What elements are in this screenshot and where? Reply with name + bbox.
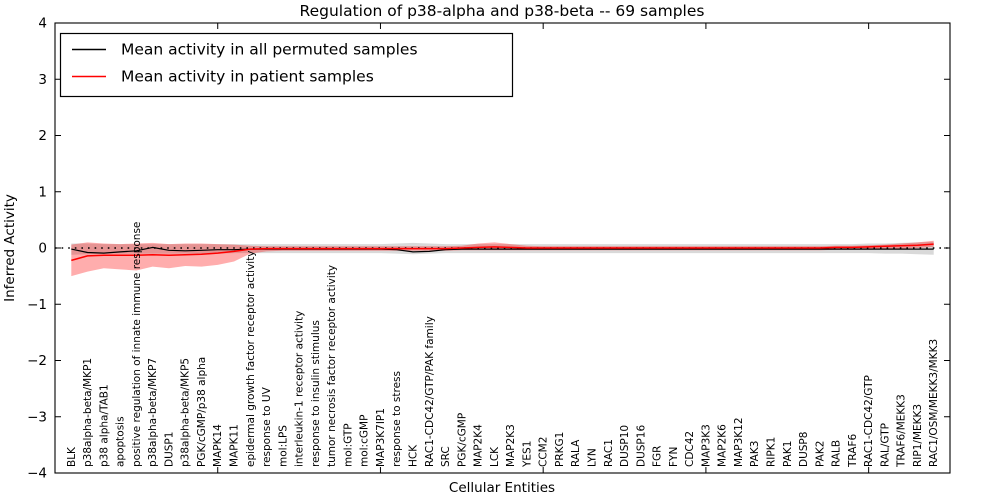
x-category-label: CCM2 [538, 437, 550, 467]
x-category-label: RAL/GTP [879, 423, 891, 467]
legend-label-permuted: Mean activity in all permuted samples [121, 41, 418, 59]
x-category-label: RAC1-CDC42/GTP [863, 375, 875, 467]
x-category-label: tumor necrosis factor receptor activity [326, 265, 338, 467]
x-category-label: p38 alpha/TAB1 [98, 384, 110, 467]
series-line-0 [71, 246, 934, 254]
x-category-label: PAK1 [782, 441, 794, 467]
x-category-label: HCK [408, 444, 420, 467]
y-tick-label: −1 [27, 297, 47, 313]
y-tick-label: 3 [38, 72, 47, 88]
x-category-label: FGR [652, 446, 664, 467]
x-category-label: MAPK14 [212, 424, 224, 467]
series-line-1 [71, 243, 934, 262]
x-axis-label: Cellular Entities [449, 480, 555, 496]
x-category-label: DUSP8 [798, 432, 810, 467]
x-category-label: epidermal growth factor receptor activit… [245, 250, 257, 467]
x-category-label: MAP2K4 [473, 424, 485, 467]
x-category-label: PAK3 [749, 441, 761, 467]
x-category-label: MAP2K3 [505, 424, 517, 467]
x-category-label: RAC1 [603, 439, 615, 467]
legend-label-patient: Mean activity in patient samples [121, 68, 374, 86]
x-category-label: apoptosis [115, 416, 127, 467]
x-category-label: LCK [489, 446, 501, 467]
x-category-label: DUSP16 [635, 425, 647, 467]
x-category-label: DUSP1 [163, 432, 175, 467]
band-permuted-samples-spread [71, 241, 934, 255]
x-category-label: PGK/cGMP [456, 413, 468, 467]
y-tick-label: −2 [27, 353, 47, 369]
x-category-label: CDC42 [684, 431, 696, 467]
x-category-label: SRC [440, 446, 452, 467]
x-category-label: TRAF6 [847, 433, 859, 468]
x-category-label: mol:cGMP [359, 415, 371, 467]
x-category-label: mol:GTP [342, 423, 354, 467]
plot-area: BLK p38alpha-beta/MKP1 p38 alpha/TAB1 apopt… [27, 16, 951, 482]
x-category-label: PGK/cGMP/p38 alpha [196, 357, 208, 467]
x-category-label: MAP3K3 [700, 424, 712, 467]
x-category-label: p38alpha-beta/MKP1 [82, 358, 94, 467]
x-category-label: RALB [831, 440, 843, 467]
x-category-label: RALA [570, 439, 582, 467]
y-tick-label: 4 [38, 16, 47, 32]
x-category-label: mol:LPS [277, 425, 289, 467]
x-category-label: response to UV [261, 386, 273, 467]
legend: Mean activity in all permuted samples Me… [59, 32, 514, 98]
x-category-label: RIP1/MEKK3 [912, 404, 924, 467]
chart-title: Regulation of p38-alpha and p38-beta -- … [300, 2, 705, 20]
y-tick-label: 1 [38, 184, 47, 200]
y-tick-label: −4 [27, 466, 47, 482]
x-category-label: positive regulation of innate immune res… [131, 222, 143, 467]
x-category-label: DUSP10 [619, 425, 631, 467]
y-tick-label: 2 [38, 128, 47, 144]
x-category-label: response to stress [391, 371, 403, 467]
legend-box [59, 32, 514, 98]
y-tick-label: 0 [38, 241, 47, 257]
x-category-label: MAP3K12 [733, 417, 745, 467]
x-category-label: FYN [668, 447, 680, 467]
x-category-label: MAP3K7IP1 [375, 408, 387, 467]
x-category-label: PRKG1 [554, 432, 566, 467]
x-category-label: MAP2K6 [717, 424, 729, 467]
x-category-label: RAC1-CDC42/GTP/PAK family [424, 316, 436, 467]
y-tick-label: −3 [27, 409, 47, 425]
x-category-label: RIPK1 [766, 437, 778, 467]
x-category-label: MAPK11 [229, 424, 241, 467]
x-category-label: interleukin-1 receptor activity [294, 311, 306, 467]
x-category-label: LYN [587, 448, 599, 467]
x-category-label: RAC1/OSM/MEKK3/MKK3 [928, 339, 940, 467]
x-category-label: YES1 [521, 441, 533, 468]
x-category-label: TRAF6/MEKK3 [896, 394, 908, 468]
x-category-label: p38alpha-beta/MKP7 [147, 358, 159, 467]
x-category-label: response to insulin stimulus [310, 320, 322, 467]
x-category-label: PAK2 [814, 441, 826, 467]
x-category-label: p38alpha-beta/MKP5 [180, 358, 192, 467]
x-category-label: BLK [66, 446, 78, 467]
y-axis-label: Inferred Activity [2, 194, 18, 302]
